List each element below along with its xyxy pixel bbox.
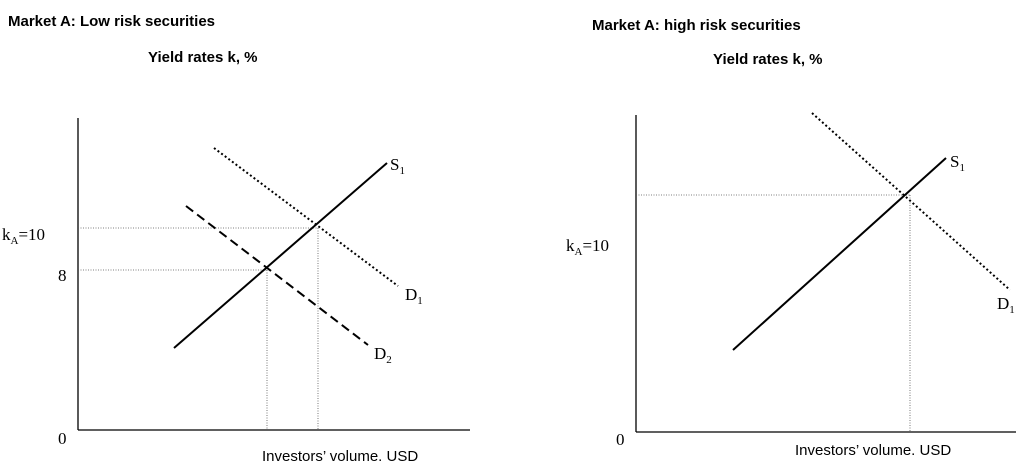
supply-line: [173, 162, 388, 349]
demand-line: [213, 147, 399, 287]
y-label: kA=10: [2, 225, 45, 247]
y-label: kA=10: [566, 236, 609, 258]
x-axis-label: Investors’ volume. USD: [262, 448, 418, 465]
y-label: 8: [58, 266, 67, 285]
panel-left: Market A: Low risk securities Yield rate…: [2, 13, 470, 465]
y-axis-label: Yield rates k, %: [148, 49, 258, 66]
demand-line: [185, 205, 369, 346]
curve-label: S1: [390, 155, 405, 177]
title: Market A: high risk securities: [592, 17, 801, 34]
demand-line: [811, 112, 1011, 291]
title: Market A: Low risk securities: [8, 13, 215, 30]
panel-right: Market A: high risk securities Yield rat…: [566, 17, 1016, 459]
origin: 0: [616, 430, 625, 449]
x-axis-label: Investors’ volume. USD: [795, 442, 951, 459]
supply-line: [732, 157, 947, 351]
curve-label: D1: [405, 285, 423, 307]
curve-label: D1: [997, 294, 1015, 316]
curve-label: D2: [374, 344, 392, 366]
curve-label: S1: [950, 152, 965, 174]
origin: 0: [58, 429, 67, 448]
y-axis-label: Yield rates k, %: [713, 51, 823, 68]
